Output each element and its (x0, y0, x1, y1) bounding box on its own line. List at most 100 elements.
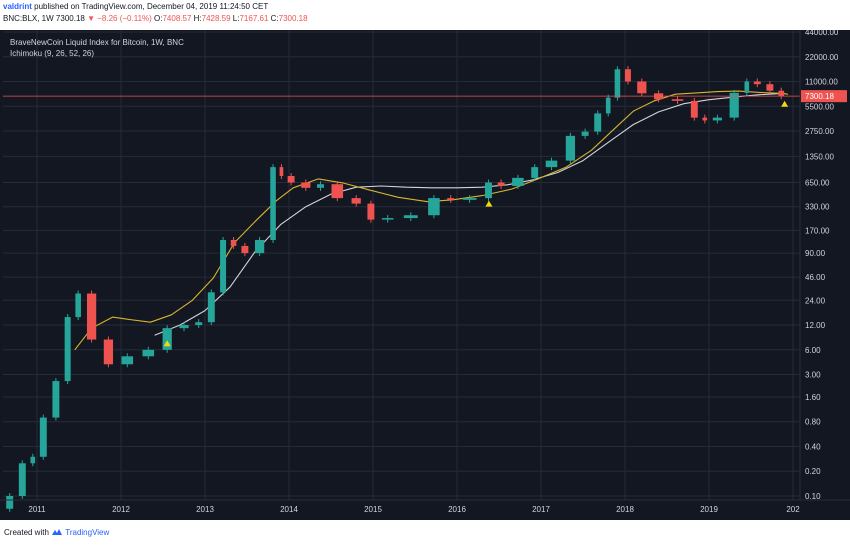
symbol-label: BNC:BLX, 1W (3, 14, 54, 23)
y-tick-label: 24.00 (805, 296, 826, 305)
candle-body (75, 293, 81, 318)
y-tick-label: 650.00 (805, 179, 830, 188)
y-tick-label: 6.00 (805, 346, 821, 355)
ohlc-line: BNC:BLX, 1W 7300.18 ▼ −8.26 (−0.11%) O:7… (3, 14, 308, 23)
candle-body (614, 69, 621, 98)
candle-body (671, 99, 684, 101)
x-tick-label: 202 (786, 505, 800, 514)
y-tick-label: 22000.00 (805, 53, 839, 62)
candle-body (317, 184, 324, 188)
candle-body (279, 167, 284, 176)
candle-body (331, 184, 344, 199)
up-triangle-marker-icon (163, 340, 171, 347)
chart-area[interactable]: 44000.00 22000.00 11000.00 5500.00 2750.00 13… (0, 28, 850, 520)
open-label: O: (154, 14, 163, 23)
candle-body (605, 97, 611, 114)
candle-body (744, 81, 750, 93)
candle-body (52, 381, 60, 418)
candle-body (637, 81, 647, 94)
candle-body (712, 117, 723, 121)
marker-layer (163, 100, 789, 347)
candle-body (403, 215, 418, 219)
last-price-tag (801, 90, 847, 103)
candle-body (485, 182, 492, 199)
candle-body (702, 117, 708, 121)
close-label: C: (270, 14, 279, 23)
down-triangle-icon: ▼ (87, 14, 95, 23)
price-axis[interactable]: 44000.00 22000.00 11000.00 5500.00 2750.00 13… (799, 28, 850, 520)
candle-body (39, 417, 47, 457)
last-price: 7300.18 (55, 14, 85, 23)
candle-body (179, 325, 189, 329)
candle-body (103, 339, 114, 365)
candle-body (287, 175, 295, 183)
footer: Created with TradingView (0, 522, 850, 545)
x-tick-label: 2019 (700, 505, 718, 514)
candle-body (512, 177, 524, 186)
candle-body (381, 218, 394, 220)
candle-body (351, 198, 361, 204)
y-tick-label: 90.00 (805, 249, 826, 258)
chart-title: BraveNewCoin Liquid Index for Bitcoin, 1… (10, 38, 184, 47)
high-label: H: (193, 14, 202, 23)
ichimoku-yellow-line (74, 90, 789, 351)
candle-body (753, 81, 761, 85)
tradingview-brand[interactable]: TradingView (65, 528, 110, 537)
time-axis[interactable]: 2011 2012 2013 2014 2015 2016 2017 2018 2019 202 (0, 499, 850, 514)
y-tick-label: 170.00 (805, 226, 830, 235)
series-layer (3, 66, 800, 512)
y-tick-label: 0.80 (805, 418, 821, 427)
close-value: 7300.18 (278, 14, 308, 23)
candle-body (207, 292, 215, 323)
candle-body (565, 135, 576, 161)
y-tick-label: 330.00 (805, 203, 830, 212)
price-axis-background[interactable] (800, 30, 850, 520)
low-label: L: (232, 14, 240, 23)
publish-line: valdrint published on TradingView.com, D… (3, 2, 268, 11)
y-tick-label: 11000.00 (805, 78, 838, 87)
up-triangle-marker-icon (781, 100, 789, 107)
candle-body (86, 293, 97, 340)
ichimoku-white-line (154, 92, 785, 336)
candle-body (497, 182, 505, 186)
x-tick-label: 2012 (112, 505, 130, 514)
low-value: 7167.61 (239, 14, 269, 23)
indicator-label: Ichimoku (9, 26, 52, 26) (10, 49, 94, 58)
candle-body (690, 100, 698, 118)
price-change: −8.26 (−0.11%) (97, 14, 152, 23)
candle-body (367, 203, 375, 220)
candle-body (18, 463, 26, 496)
y-tick-label: 12.00 (805, 321, 826, 330)
y-tick-label: 3.00 (805, 371, 821, 380)
price-chart[interactable]: 44000.00 22000.00 11000.00 5500.00 2750.00 13… (0, 28, 850, 520)
candle-body (531, 167, 539, 178)
open-value: 7408.57 (162, 14, 192, 23)
candle-body (64, 317, 71, 382)
candle-body (624, 69, 631, 82)
candle-body (447, 198, 455, 200)
candle-body (162, 328, 172, 350)
published-text: published on TradingView.com, December 0… (34, 2, 269, 11)
x-tick-label: 2014 (280, 505, 298, 514)
candle-body (766, 84, 774, 91)
author-link[interactable]: valdrint (3, 2, 32, 11)
y-tick-label: 0.20 (805, 467, 821, 476)
up-triangle-marker-icon (485, 200, 493, 207)
candle-body (729, 92, 739, 118)
x-tick-label: 2017 (532, 505, 550, 514)
high-value: 7428.59 (201, 14, 231, 23)
candle-body (428, 198, 440, 216)
candle-body (778, 90, 785, 97)
x-tick-label: 2016 (448, 505, 466, 514)
tradingview-logo-icon (52, 529, 63, 536)
y-tick-label: 1.60 (805, 393, 821, 402)
y-tick-label: 0.40 (805, 442, 821, 451)
candle-body (254, 239, 265, 254)
y-tick-label: 46.00 (805, 273, 826, 282)
x-tick-label: 2018 (616, 505, 634, 514)
publish-header: valdrint published on TradingView.com, D… (0, 0, 850, 30)
y-tick-label: 2750.00 (805, 127, 834, 136)
y-tick-label: 5500.00 (805, 102, 834, 111)
grid-lines (3, 30, 800, 500)
x-tick-label: 2013 (196, 505, 214, 514)
